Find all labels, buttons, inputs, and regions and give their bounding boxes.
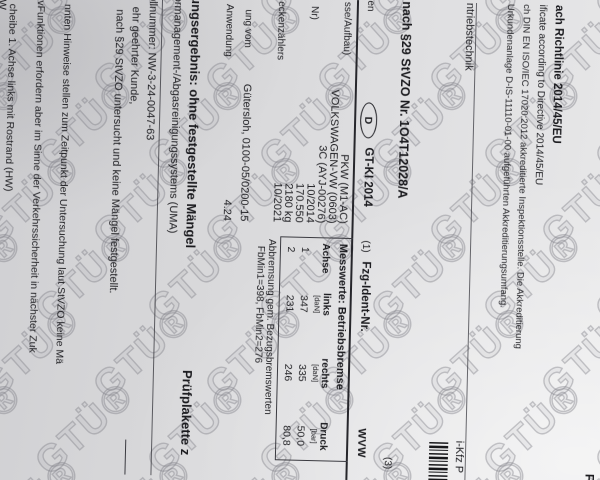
result-heading: ungsergebnis: ohne festgestellte Mängel <box>182 0 205 249</box>
kontrollnummer: ollnummer: NW-3-24-0047-63 <box>143 0 160 141</box>
col-header-druck: Druck <box>317 422 329 451</box>
field-number-1: (1) <box>359 240 372 253</box>
header-accreditation-line2: Urkundenanlage D-IS-11110-01-00 aufgefüh… <box>497 3 517 309</box>
header-accreditation-line1: ch DIN EN ISO/IEC 17020:2012 akkreditier… <box>512 4 533 350</box>
col-unit-links: [daN] <box>312 295 322 314</box>
header-divider-rule <box>464 2 478 480</box>
col-unit-druck: [bar] <box>309 428 319 444</box>
barcode <box>428 441 449 480</box>
vehicle-label: ung vom <box>241 9 254 48</box>
cut-corner-text-fragment: F <box>582 473 597 480</box>
table-row1-links: 347 <box>297 294 310 313</box>
pruefplakette-heading: Prüfplakette z <box>177 369 195 456</box>
vehicle-label: Nr) <box>308 5 320 21</box>
table-row2-links: 231 <box>283 294 296 313</box>
uma-note: ormanagement-/Abgasreinigungssystems (UM… <box>166 0 185 234</box>
hint-brake-disc: cheibe 1. Achse links mit Rostrand (HW) <box>2 3 19 192</box>
cut-label-fragment-en: en <box>364 0 377 12</box>
ikfz-label-fragment: i-Kfz P <box>452 440 466 474</box>
table-right-border <box>275 459 348 463</box>
col-header-links: links <box>320 292 332 316</box>
col-header-rechts: rechts <box>318 358 331 389</box>
vehicle-row-version: Anwendung 4.24 <box>221 0 238 221</box>
table-row1-druck: 50,0 <box>294 425 307 447</box>
vehicle-label: eckenzählers <box>274 1 288 61</box>
report-title: nach §29 StVZO Nr. 1O4T12028/A <box>395 1 415 199</box>
station-name-fragment: ntriebstechnik <box>462 2 477 71</box>
inspector-code: GT-KI 2014 <box>361 147 375 207</box>
hint-line-1: nnten Hinweise stellen zum Zeitpunkt der… <box>53 3 74 365</box>
table-row2-rechts: 246 <box>281 363 295 382</box>
table-row1-rechts: 335 <box>295 363 309 382</box>
country-badge-oval: D <box>359 102 378 139</box>
country-badge-letter: D <box>362 116 375 125</box>
cut-next-line-fragment: W <box>0 0 8 10</box>
header-certificate-line: ificate according to Directive 2014/45/E… <box>532 4 549 186</box>
vin-field-label: Fzg-Ident-Nr. <box>357 261 372 332</box>
header-directive-line: ach Richtlinie 2014/45/EU <box>549 4 566 144</box>
vehicle-row-inspection-place: ung vom Gütersloh, 0100-05/0200-15 <box>238 0 255 221</box>
table-row1-achse: 1 <box>298 246 312 253</box>
plakette-box-edge <box>124 439 127 475</box>
col-unit-rechts: [daN] <box>310 364 321 383</box>
footnote-ref-3: (3) <box>381 456 393 470</box>
table-row2-achse: 2 <box>284 246 298 253</box>
table-title: Messwerte: Betriebsbremse <box>333 243 350 391</box>
table-left-border <box>281 236 354 240</box>
col-header-achse: Achse <box>319 243 332 274</box>
vin-fragment: WVW <box>354 428 368 459</box>
letter-salutation: ehr geehrter Kunde, <box>127 6 142 105</box>
table-row2-druck: 80,8 <box>280 425 293 446</box>
vehicle-label: Anwendung <box>222 3 235 57</box>
hint-line-2: vFunktionen erfordern aber im Sinne der … <box>26 0 47 353</box>
letter-body: nach §29 StVZO untersucht und keine Mäng… <box>106 9 126 294</box>
